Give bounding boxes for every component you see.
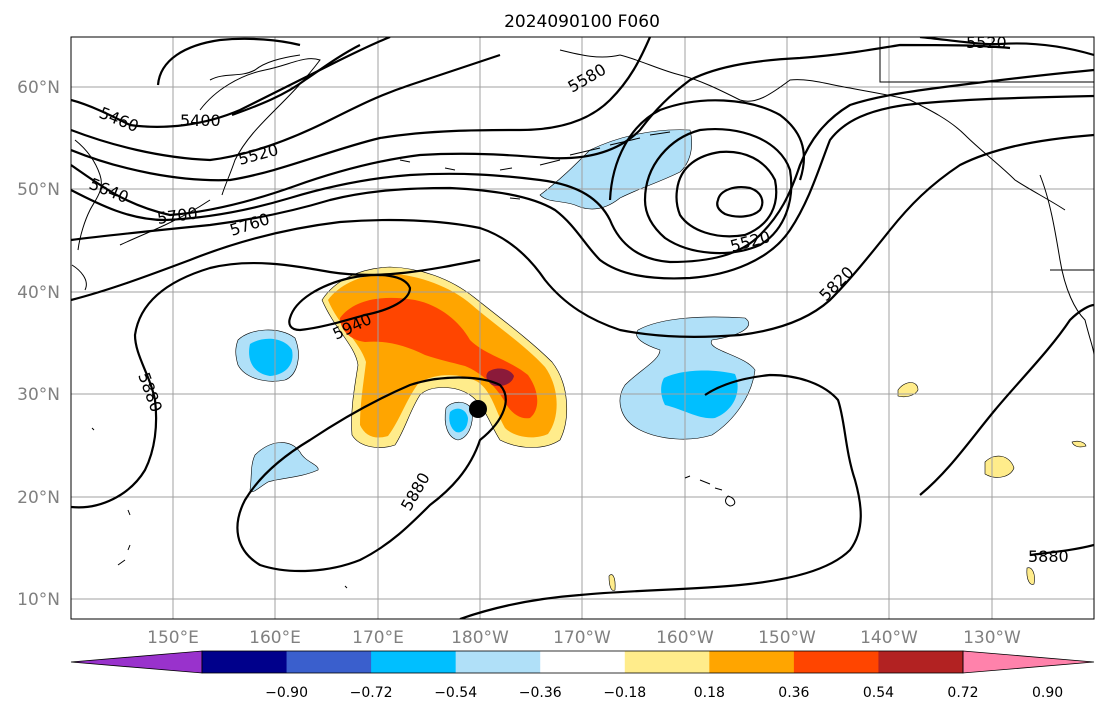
contour-5880-east [459, 373, 862, 619]
contour-5400 [231, 44, 361, 117]
pos-anomaly-spot-5 [1026, 567, 1035, 585]
lon-label: 160°E [249, 628, 301, 648]
lat-label: 60°N [17, 78, 60, 98]
graticule [71, 37, 1094, 619]
contour-5520-east-loop [643, 128, 793, 255]
lon-label: 180°W [451, 628, 509, 648]
coast-alaska-north [559, 37, 1094, 83]
coast-japan-south [71, 264, 87, 291]
contour-5580-west [71, 37, 652, 182]
colorbar-segment [540, 651, 626, 673]
lat-label: 20°N [17, 488, 60, 508]
lon-label: 170°E [352, 628, 404, 648]
contour-5520-west [71, 53, 501, 162]
lon-label: 150°E [147, 628, 199, 648]
coast-japan-kuriles [74, 139, 102, 251]
colorbar-segment [793, 651, 879, 673]
coast-kamchatka [199, 58, 321, 196]
contour-5760 [71, 94, 1094, 280]
height-contours [71, 37, 1094, 619]
colorbar-tick-label: −0.72 [350, 685, 393, 701]
contour-5880-far-east [919, 303, 1094, 496]
pos-anomaly-spot-4 [608, 574, 616, 591]
lat-label: 40°N [17, 283, 60, 303]
lon-label: 160°W [656, 628, 714, 648]
contour-5400-loop [156, 37, 301, 86]
contour-5880-se [1029, 543, 1094, 557]
latitude-labels: 60°N 50°N 40°N 30°N 20°N 10°N [17, 78, 60, 610]
contour-5640 [71, 43, 1011, 217]
colorbar-border [201, 650, 964, 674]
pos-anomaly-spot-1 [897, 382, 919, 398]
colorbar-segment [371, 651, 457, 673]
colorbar-tick-label: 0.18 [694, 685, 725, 701]
colorbar-segment [709, 651, 795, 673]
contour-5520-ne [919, 37, 1094, 57]
pos-anomaly-red-orange [340, 297, 538, 419]
pos-anomaly-spot-3 [1071, 440, 1087, 448]
lon-label: 150°W [758, 628, 816, 648]
colorbar-segment [202, 651, 288, 673]
neg-anomaly-core-west [249, 338, 293, 376]
coast-kuriles-chain [119, 199, 211, 246]
coastlines [71, 37, 1094, 589]
colorbar-tick-label: −0.18 [603, 685, 646, 701]
contour-5460 [71, 37, 391, 128]
storm-center-marker [469, 400, 487, 418]
map-border [70, 36, 1095, 620]
colorbar-tick-label: 0.36 [778, 685, 809, 701]
lon-label: 140°W [860, 628, 918, 648]
lon-label: 130°W [963, 628, 1021, 648]
colorbar-tick-label: −0.54 [434, 685, 477, 701]
contour-5880-south-loop [236, 376, 507, 573]
coast-canada [1039, 174, 1094, 356]
figure-title: 2024090100 F060 [504, 12, 660, 32]
lat-label: 10°N [17, 590, 60, 610]
colorbar-tick-label: −0.36 [519, 685, 562, 701]
coast-siberia [209, 54, 301, 81]
colorbar-extension-high [962, 650, 1095, 674]
contour-5880-main [71, 258, 481, 509]
contour-inner-low-2 [716, 186, 764, 218]
coast-alaska [619, 54, 1066, 211]
neg-anomaly-core-near-storm [449, 408, 468, 433]
contour-5820 [71, 133, 1094, 338]
colorbar-segment [286, 651, 372, 673]
contour-label: 5880 [1028, 547, 1069, 566]
coast-hawaii [684, 475, 736, 507]
colorbar-segment [455, 651, 541, 673]
colorbar-tick-label: 0.54 [863, 685, 894, 701]
contour-inner-low-1 [675, 150, 778, 238]
colorbar-tick-label: 0.90 [1032, 685, 1063, 701]
coast-midway [509, 197, 521, 200]
coast-aleutians [399, 131, 671, 171]
contour-5940 [288, 273, 412, 332]
lat-label: 30°N [17, 385, 60, 405]
lat-label: 50°N [17, 180, 60, 200]
colorbar-segment [624, 651, 710, 673]
contour-5580-east [608, 99, 805, 201]
contour-label: 5520 [966, 33, 1007, 52]
colorbar-segment [878, 651, 964, 673]
coast-islands-west [91, 427, 348, 589]
colorbar-extension-low [70, 650, 203, 674]
colorbar-tick-label: 0.72 [947, 685, 978, 701]
lon-label: 170°W [553, 628, 611, 648]
contour-5700 [71, 68, 1094, 264]
contour-label: 5400 [180, 111, 221, 130]
colorbar-tick-label: −0.90 [265, 685, 308, 701]
longitude-labels: 150°E 160°E 170°E 180°W 170°W 160°W 150°… [147, 628, 1021, 648]
colorbar: −0.90 −0.72 −0.54 −0.36 −0.18 0.18 0.36 0.54 0.7… [70, 650, 1095, 701]
